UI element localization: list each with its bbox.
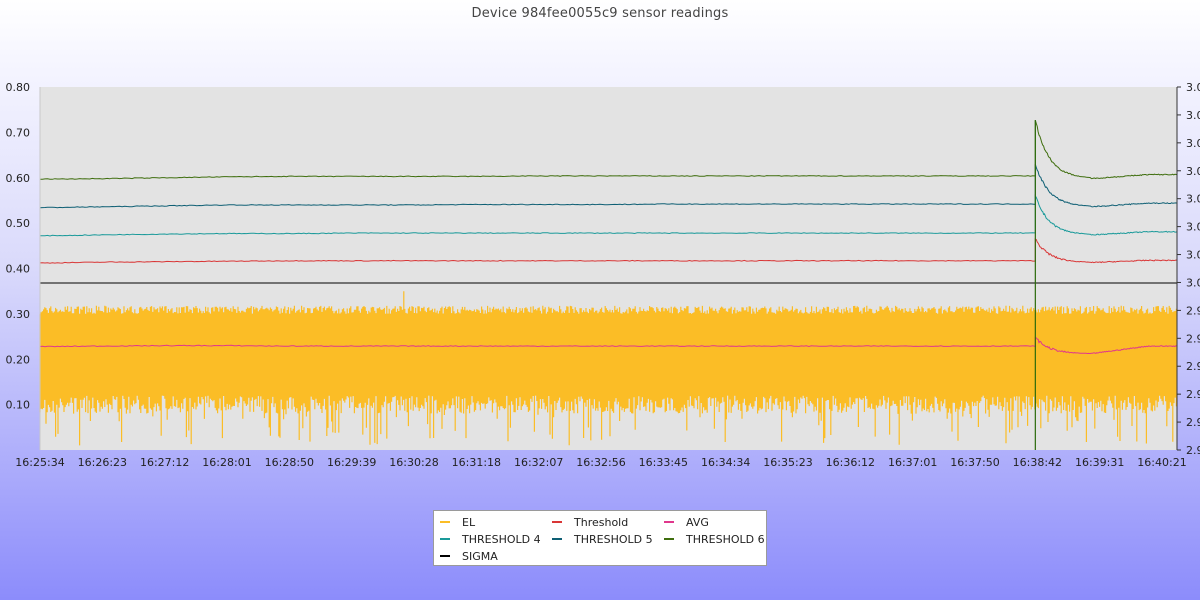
- legend-item-threshold-4: THRESHOLD 4: [440, 532, 541, 548]
- y-tick-label-left: 0.60: [6, 172, 31, 185]
- y-tick-label-right: 2.9: [1186, 388, 1200, 401]
- x-tick-label: 16:29:39: [327, 456, 376, 469]
- y-tick-label-right: 3.0: [1186, 193, 1200, 206]
- series-threshold: [39, 238, 1178, 264]
- y-tick-label-right: 3.0: [1186, 221, 1200, 234]
- y-tick-label-left: 0.40: [6, 263, 31, 276]
- legend-item-threshold-5: THRESHOLD 5: [552, 532, 653, 548]
- series-avg: [39, 336, 1178, 355]
- legend-swatch: [552, 521, 562, 523]
- x-tick-label: 16:33:45: [639, 456, 688, 469]
- x-tick-label: 16:36:12: [826, 456, 875, 469]
- y-tick-label-left: 0.10: [6, 399, 31, 412]
- x-tick-label: 16:26:23: [78, 456, 127, 469]
- legend-swatch: [440, 538, 450, 540]
- legend: EL Threshold AVG THRESHOLD 4 THRESHOLD 5…: [433, 510, 767, 566]
- legend-swatch: [664, 521, 674, 523]
- legend-label: THRESHOLD 5: [574, 533, 653, 546]
- y-tick-label-left: 0.80: [6, 81, 31, 94]
- x-tick-label: 16:39:31: [1075, 456, 1124, 469]
- x-tick-label: 16:25:34: [15, 456, 64, 469]
- y-tick-label-right: 3.0: [1186, 81, 1200, 94]
- legend-label: THRESHOLD 4: [462, 533, 541, 546]
- x-tick-label: 16:34:34: [701, 456, 750, 469]
- legend-item-threshold-6: THRESHOLD 6: [664, 532, 765, 548]
- x-tick-label: 16:37:50: [950, 456, 999, 469]
- legend-swatch: [440, 521, 450, 523]
- y-tick-label-right: 3.0: [1186, 109, 1200, 122]
- x-tick-label: 16:37:01: [888, 456, 937, 469]
- y-tick-label-right: 2.9: [1186, 332, 1200, 345]
- x-tick-label: 16:27:12: [140, 456, 189, 469]
- x-tick-label: 16:35:23: [763, 456, 812, 469]
- y-tick-label-right: 3.0: [1186, 165, 1200, 178]
- y-tick-label-right: 3.0: [1186, 249, 1200, 262]
- x-tick-label: 16:31:18: [452, 456, 501, 469]
- y-tick-label-right: 3.0: [1186, 276, 1200, 289]
- y-tick-label-right: 2.9: [1186, 304, 1200, 317]
- x-tick-label: 16:32:56: [576, 456, 625, 469]
- y-tick-label-right: 2.9: [1186, 444, 1200, 457]
- legend-label: EL: [462, 516, 476, 529]
- series-threshold-4: [40, 194, 1178, 237]
- legend-swatch: [552, 538, 562, 540]
- legend-label: SIGMA: [462, 550, 498, 563]
- series-threshold-6: [40, 119, 1178, 180]
- x-tick-label: 16:28:50: [265, 456, 314, 469]
- legend-label: THRESHOLD 6: [686, 533, 765, 546]
- x-tick-label: 16:30:28: [389, 456, 438, 469]
- y-tick-label-left: 0.70: [6, 126, 31, 139]
- legend-swatch: [440, 555, 450, 557]
- axis-layer: 0.80 0.70 0.60 0.50 0.40 0.30 0.20 0.10 3.0 3.0 3.…: [6, 81, 1200, 469]
- y-tick-label-left: 0.20: [6, 353, 31, 366]
- legend-swatch: [664, 538, 674, 540]
- legend-label: Threshold: [574, 516, 629, 529]
- legend-item-avg: AVG: [664, 515, 709, 531]
- y-tick-label-right: 2.9: [1186, 360, 1200, 373]
- legend-item-el: EL: [440, 515, 475, 531]
- x-tick-label: 16:40:21: [1137, 456, 1186, 469]
- series-threshold-5: [39, 163, 1178, 209]
- y-tick-label-left: 0.50: [6, 217, 31, 230]
- legend-label: AVG: [686, 516, 709, 529]
- x-tick-label: 16:28:01: [202, 456, 251, 469]
- y-tick-label-right: 3.0: [1186, 137, 1200, 150]
- series-layer: [39, 119, 1178, 450]
- x-tick-label: 16:32:07: [514, 456, 563, 469]
- y-tick-label-left: 0.30: [6, 308, 31, 321]
- legend-item-threshold: Threshold: [552, 515, 628, 531]
- y-tick-label-right: 2.9: [1186, 416, 1200, 429]
- chart-title: Device 984fee0055c9 sensor readings: [471, 6, 729, 21]
- legend-item-sigma: SIGMA: [440, 549, 498, 565]
- x-tick-label: 16:38:42: [1013, 456, 1062, 469]
